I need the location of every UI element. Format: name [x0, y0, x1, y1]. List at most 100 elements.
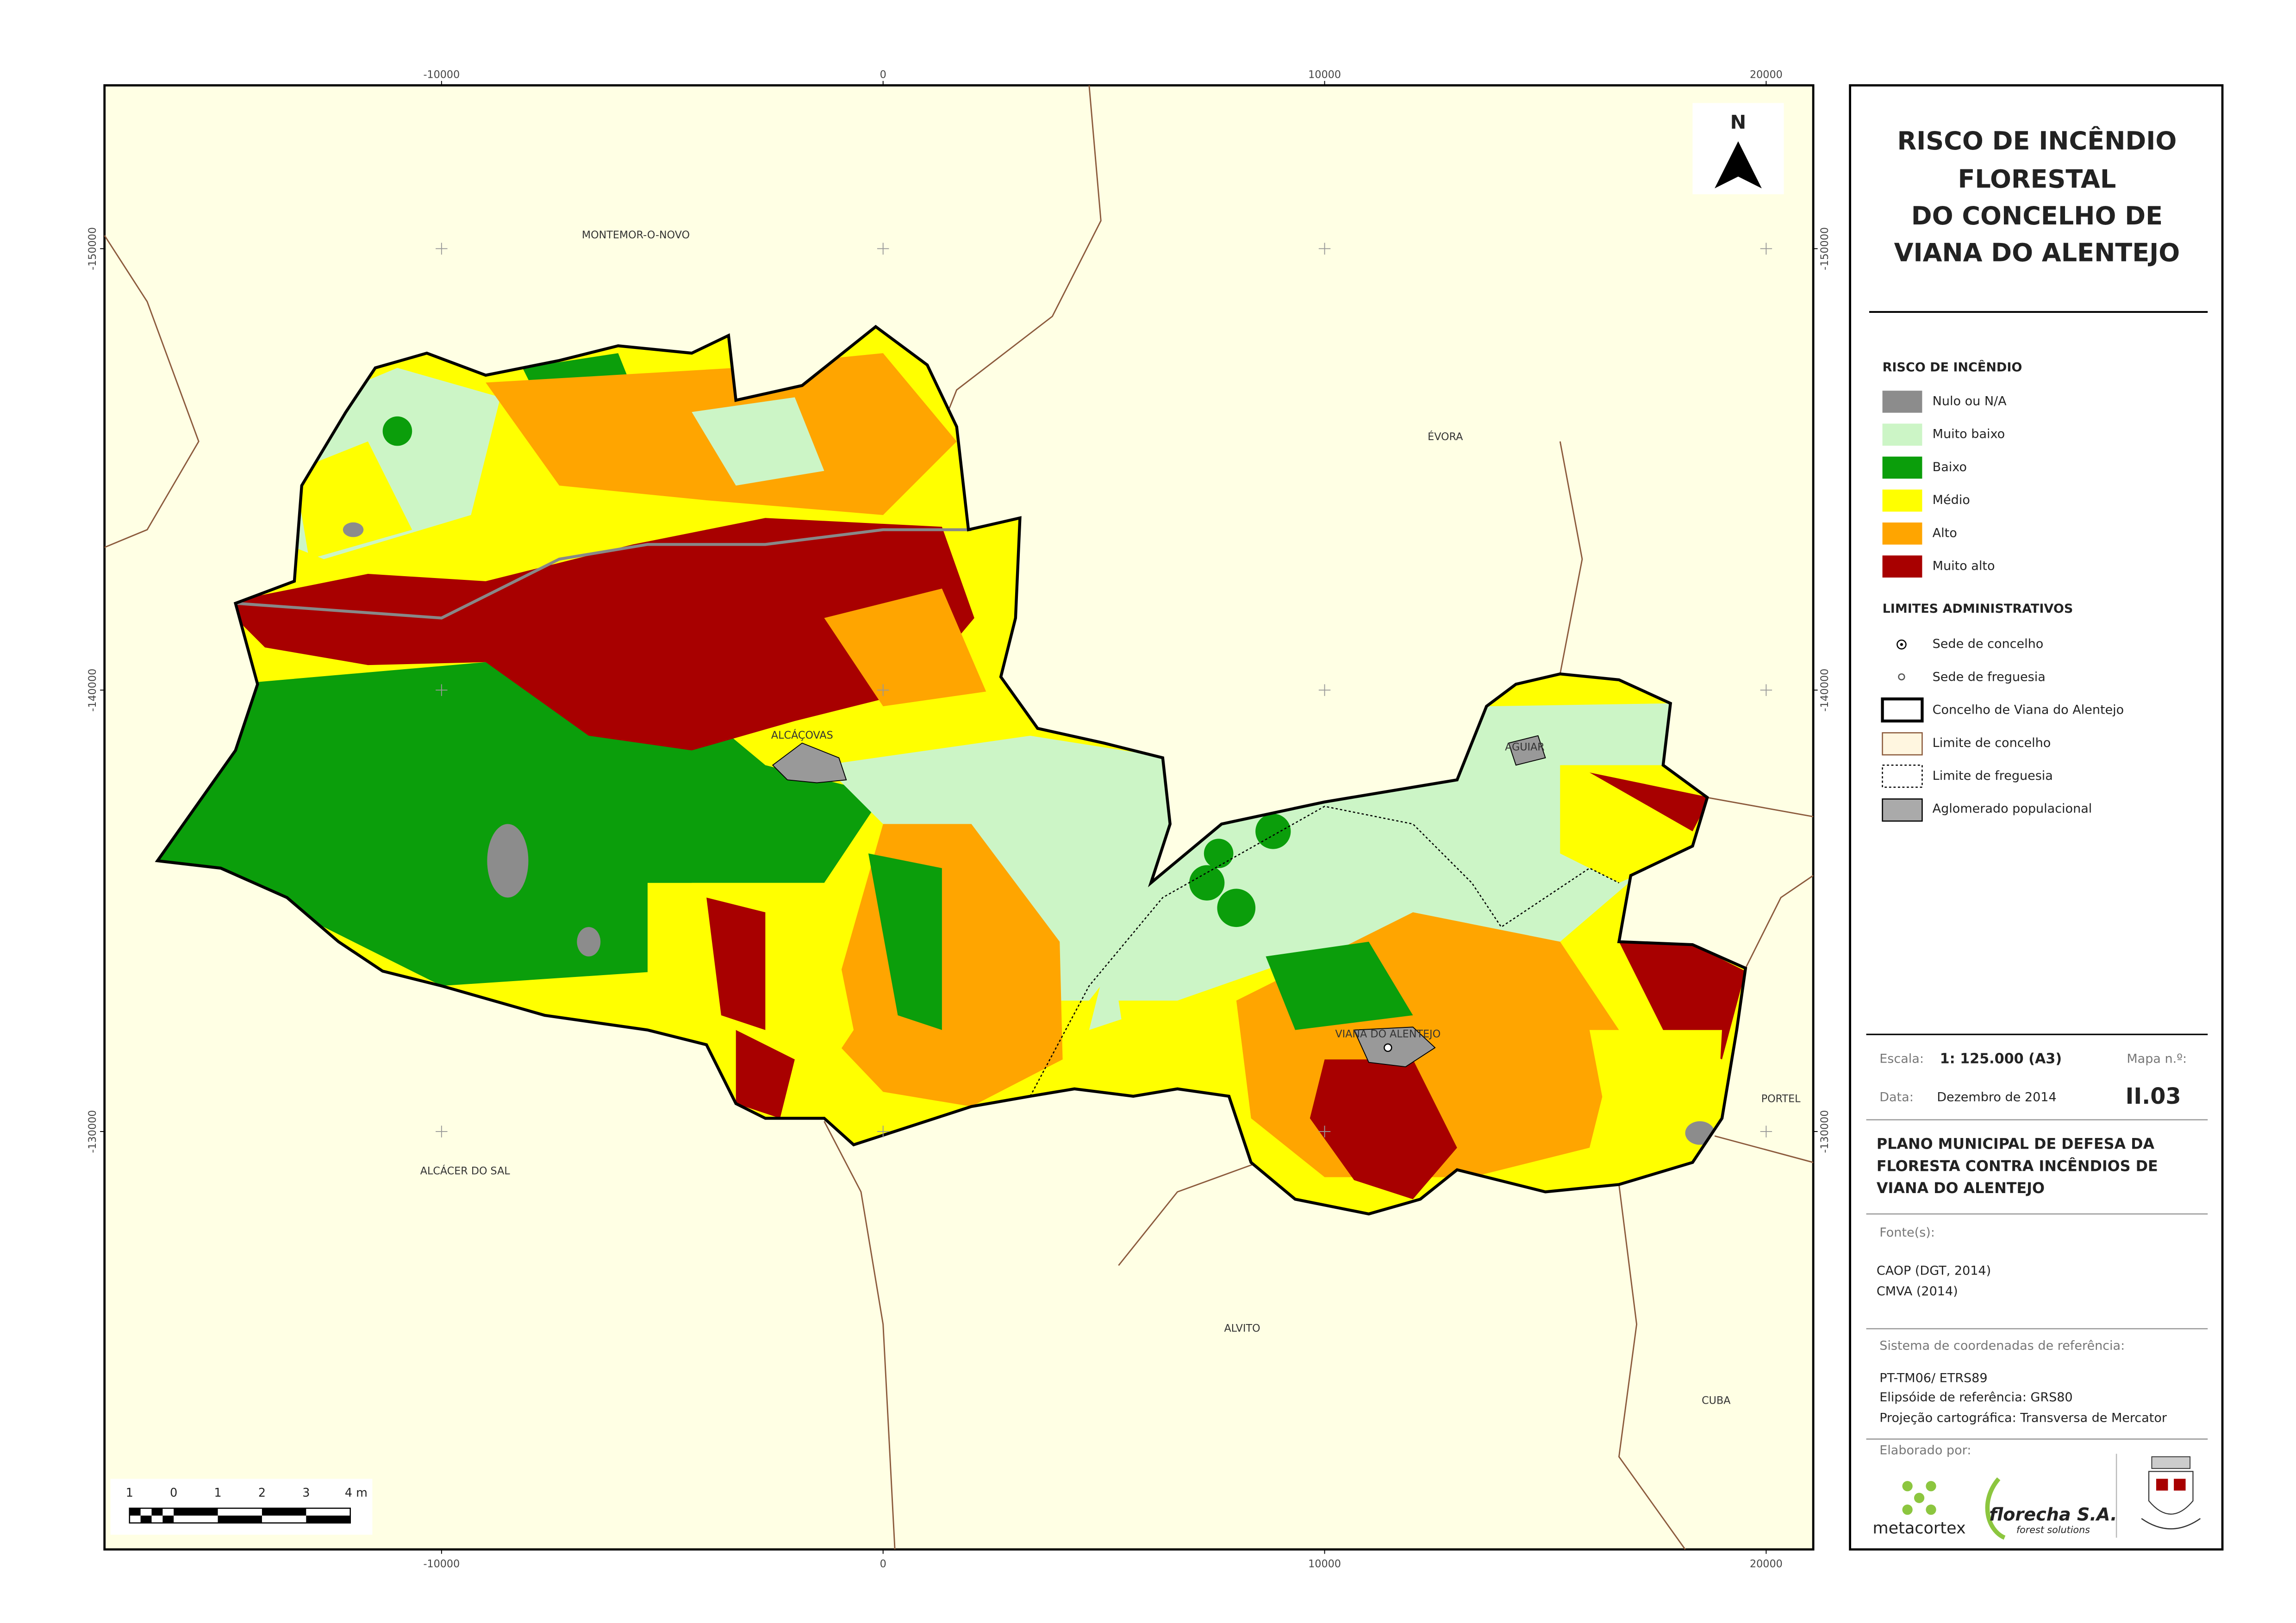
scale-label: 4 m: [345, 1486, 368, 1499]
grid-cross: [1760, 243, 1772, 255]
legend-label: Limite de concelho: [1933, 736, 2051, 750]
coord-label: 10000: [1308, 1558, 1341, 1570]
patch: [220, 518, 974, 751]
scale-seg: [162, 1515, 174, 1523]
logo-text: metacortex: [1873, 1519, 1966, 1538]
legend-swatch: [1882, 456, 1922, 479]
patch: [1089, 703, 1671, 1030]
legend-heading: LIMITES ADMINISTRATIVOS: [1883, 602, 2073, 616]
scale-label: 3: [302, 1486, 310, 1499]
logo-mark: [1902, 1481, 1936, 1515]
patch: [1589, 1030, 1722, 1185]
legend-label: Muito alto: [1933, 559, 1995, 573]
legend-label: Sede de concelho: [1933, 637, 2044, 651]
grid-cross: [436, 684, 448, 696]
scale-seg: [140, 1515, 152, 1523]
legend-label: Aglomerado populacional: [1933, 802, 2092, 816]
crs-line: PT-TM06/ ETRS89: [1879, 1371, 1987, 1386]
patch: [1255, 814, 1291, 849]
legend-swatch: [1882, 391, 1922, 413]
legend-label: Limite de freguesia: [1933, 769, 2053, 783]
coord-label: 0: [880, 69, 886, 81]
coord-label: 20000: [1750, 69, 1783, 81]
grid-cross: [877, 684, 889, 696]
scale-seg: [151, 1508, 163, 1516]
plan-line: VIANA DO ALENTEJO: [1877, 1180, 2045, 1197]
symbol: [1882, 732, 1923, 756]
scale-label: 1: [126, 1486, 133, 1499]
scale-label: 1: [214, 1486, 221, 1499]
title-line: DO CONCELHO DE: [1911, 201, 2163, 230]
place-label: ALCÁCER DO SAL: [420, 1164, 511, 1177]
patch: [1589, 772, 1710, 832]
crs-line: Elipsóide de referência: GRS80: [1879, 1390, 2072, 1405]
scale-label: Escala:: [1879, 1052, 1924, 1066]
place-label: MONTEMOR-O-NOVO: [582, 229, 690, 241]
date-label: Data:: [1879, 1090, 1914, 1104]
limits-labels: Sede de concelho Sede de freguesia Concelh…: [1933, 637, 2124, 816]
scale-box: [110, 1479, 373, 1535]
patch: [577, 927, 601, 957]
scale-label: 2: [258, 1486, 266, 1499]
patch: [1217, 889, 1256, 927]
legend-heading: RISCO DE INCÊNDIO: [1883, 360, 2022, 374]
metacortex-logo: metacortex: [1873, 1481, 1966, 1538]
settlement-label: VIANA DO ALENTEJO: [1335, 1028, 1441, 1040]
title-line: FLORESTAL: [1958, 165, 2116, 194]
coord-label: 10000: [1308, 69, 1341, 81]
coord-label: -140000: [1819, 669, 1831, 712]
legend-swatch: [1882, 489, 1922, 512]
map-no-label: Mapa n.º:: [2127, 1052, 2187, 1066]
title-line: RISCO DE INCÊNDIO: [1897, 126, 2177, 155]
coord-label: -130000: [1819, 1110, 1831, 1153]
date-value: Dezembro de 2014: [1937, 1090, 2056, 1104]
grid-cross: [877, 243, 889, 255]
florecha-logo: florecha S.A. forest solutions: [1985, 1477, 2117, 1540]
place-label: PORTEL: [1761, 1093, 1801, 1105]
coord-label: -10000: [423, 69, 460, 81]
settlement-area: [1353, 1026, 1436, 1068]
symbol: [1881, 697, 1924, 723]
settlement-area: [1508, 735, 1546, 766]
legend-label: Muito baixo: [1933, 427, 2005, 442]
patch: [343, 522, 364, 537]
coord-label: 0: [880, 1558, 886, 1570]
grid-cross: [436, 1126, 448, 1138]
north-label: N: [1730, 111, 1747, 133]
coord-label: -130000: [87, 1110, 99, 1153]
coat-of-arms: [2141, 1456, 2201, 1530]
patch: [736, 1030, 795, 1119]
legend-label: Concelho de Viana do Alentejo: [1933, 703, 2124, 717]
scale-seg: [129, 1508, 141, 1516]
patch: [1118, 1001, 1251, 1119]
plan-line: PLANO MUNICIPAL DE DEFESA DA: [1877, 1136, 2155, 1153]
patch: [1310, 1059, 1457, 1200]
scale-seg: [306, 1515, 350, 1523]
grid-cross: [1760, 1126, 1772, 1138]
logo-subtext: forest solutions: [2016, 1524, 2090, 1536]
coord-label: -10000: [423, 1558, 460, 1570]
legend-label: Alto: [1933, 526, 1957, 540]
legend-label: Médio: [1933, 493, 1970, 507]
title-line: VIANA DO ALENTEJO: [1894, 238, 2180, 267]
grid-cross: [1318, 1126, 1331, 1138]
scale-value: 1: 125.000 (A3): [1940, 1051, 2062, 1067]
place-label: ALVITO: [1224, 1323, 1260, 1335]
settlement-label: AGUIAR: [1505, 741, 1545, 753]
place-label: ÉVORA: [1428, 430, 1463, 443]
made-by-label: Elaborado por:: [1879, 1443, 1971, 1457]
limits-legend: [1881, 639, 1924, 822]
legend-swatch: [1882, 522, 1922, 545]
scale-seg: [174, 1508, 218, 1516]
patch: [824, 588, 986, 707]
road: [235, 528, 972, 620]
patch: [1204, 839, 1234, 868]
coord-label: -150000: [1819, 227, 1831, 270]
source: CMVA (2014): [1877, 1284, 1958, 1299]
coordinates: -10000 -10000 0 0 10000 10000 20000 20000 -13000…: [87, 69, 1831, 1570]
legend-swatch: [1882, 423, 1922, 446]
patch: [294, 441, 412, 560]
logo-mark: [1985, 1477, 2006, 1540]
